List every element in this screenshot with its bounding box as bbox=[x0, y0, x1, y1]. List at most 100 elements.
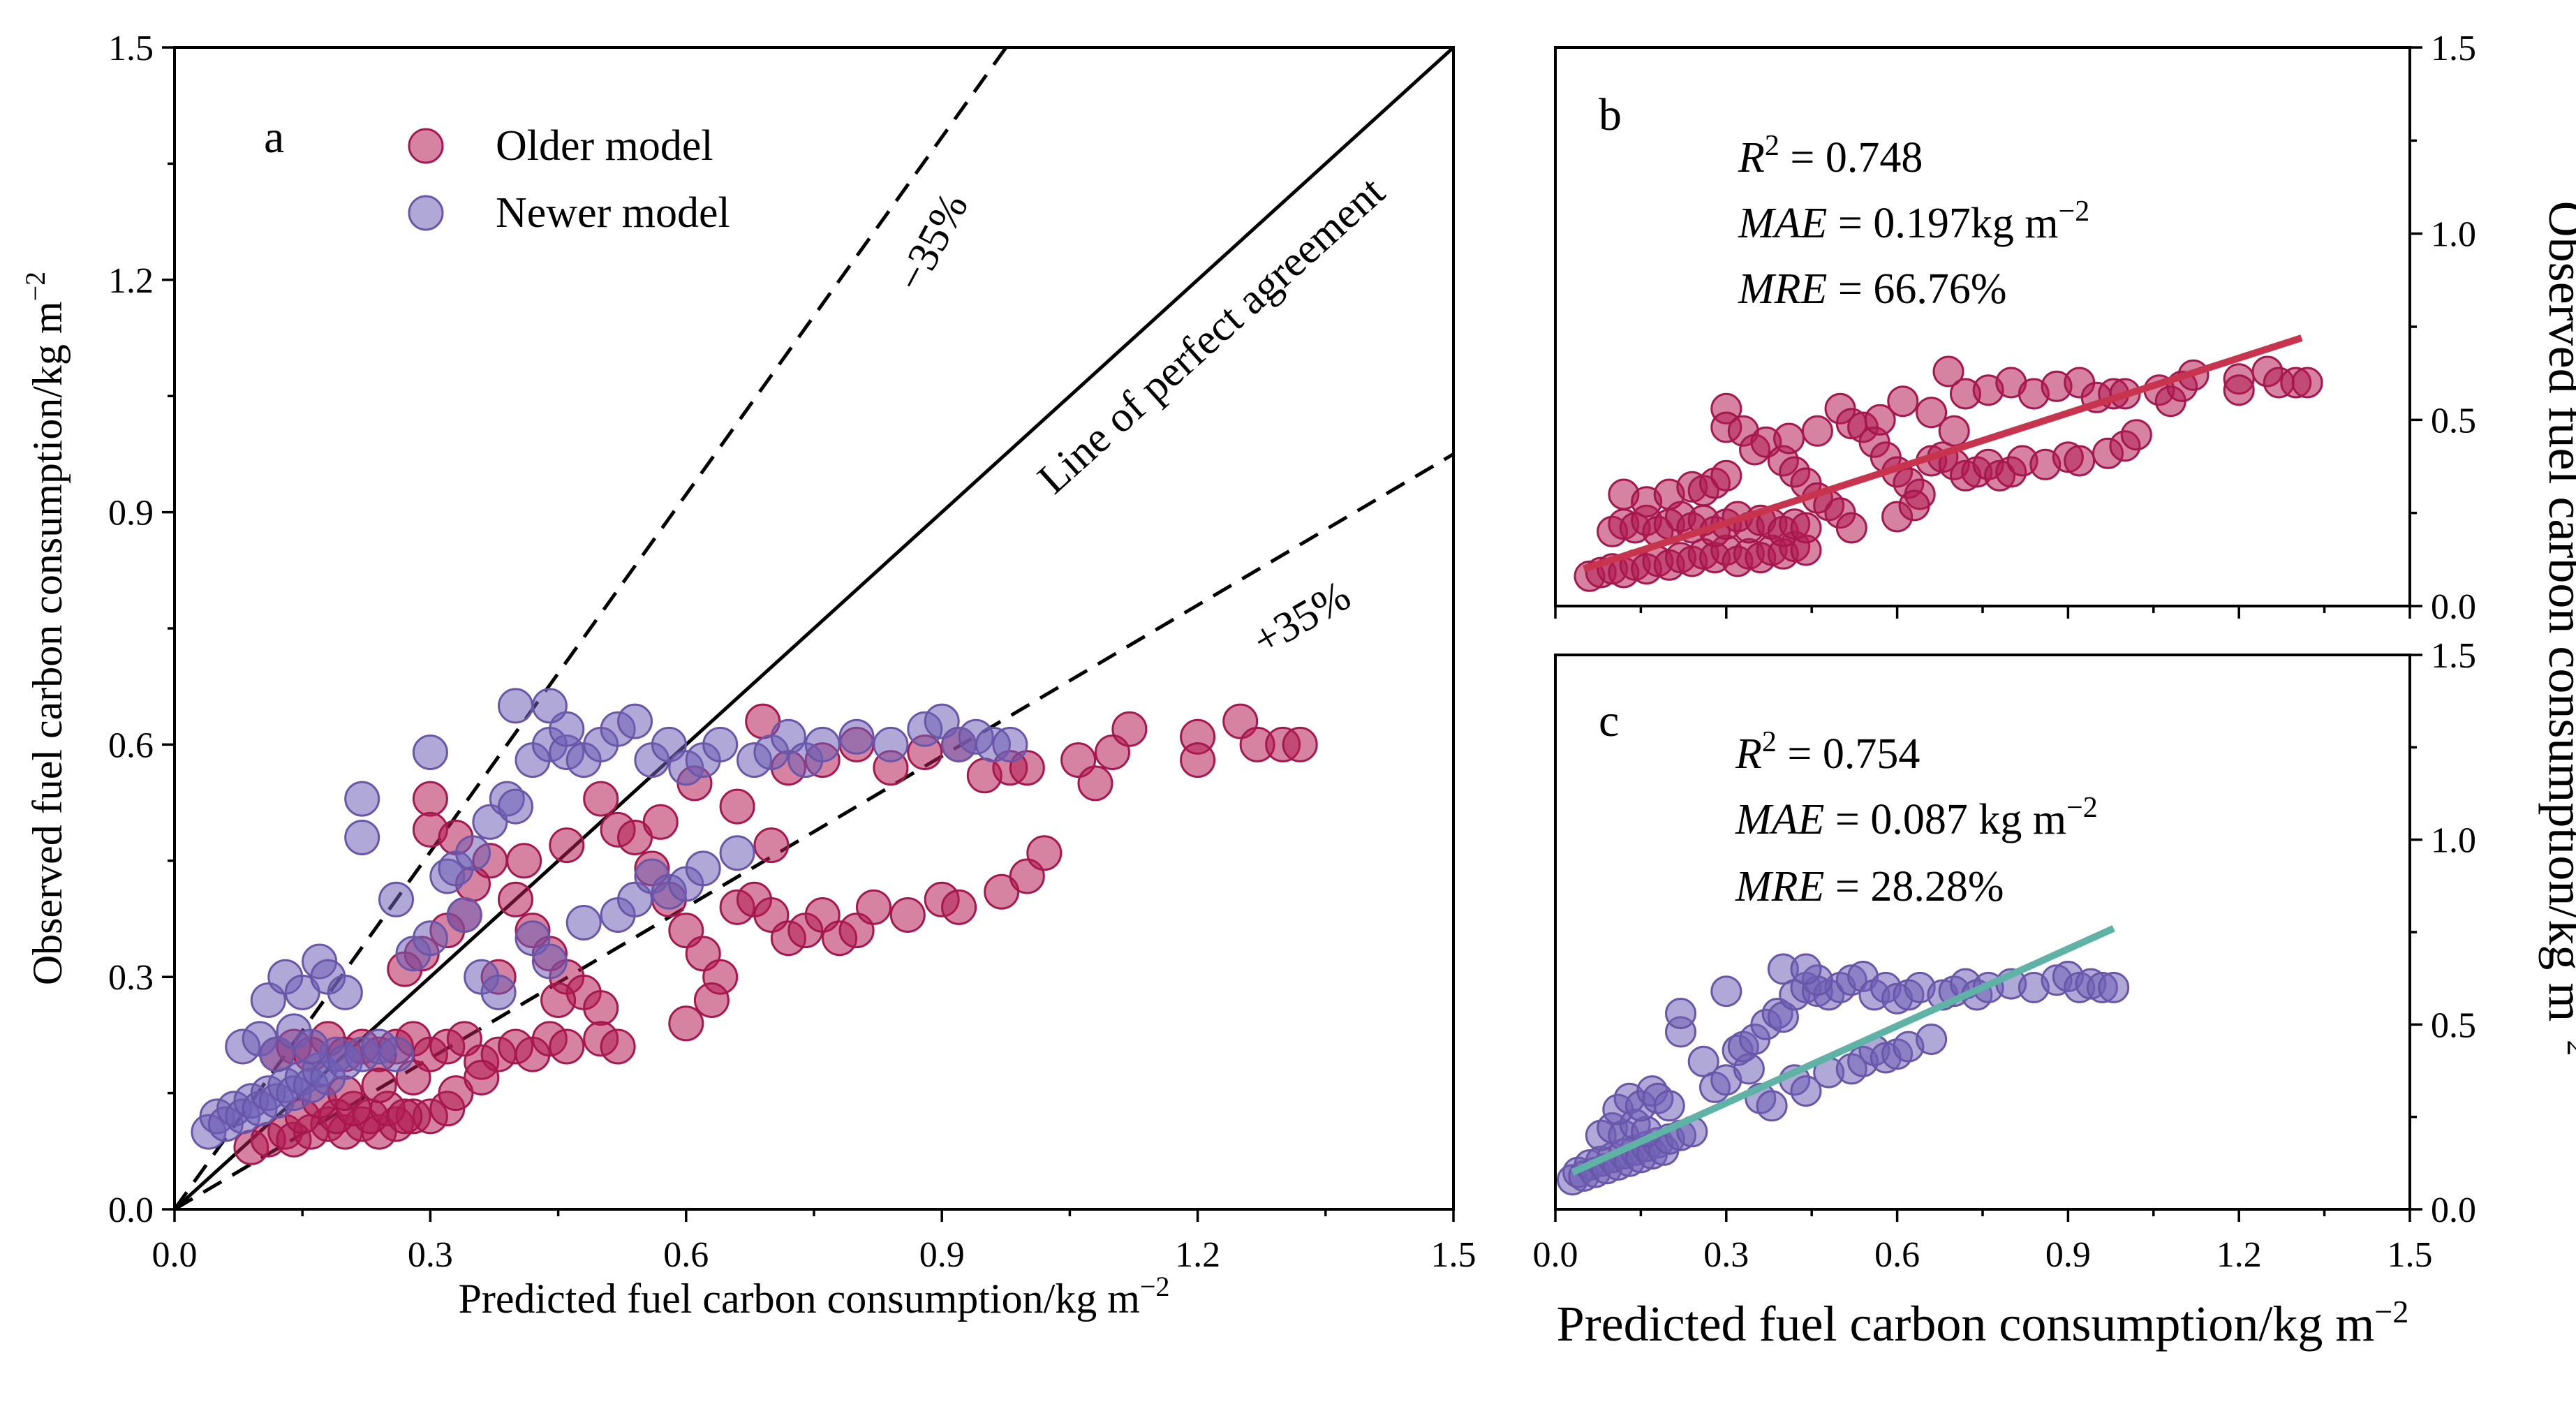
panel-a-older-point bbox=[856, 889, 891, 925]
panel-b-fit-line bbox=[1583, 334, 2303, 573]
panel-a-newer-point bbox=[531, 943, 568, 980]
panel-a-newer-point bbox=[412, 735, 448, 770]
panel-c: 0.0 0.3 0.6 0.9 1.2 1.5 0.0 0.5 1.0 1.5 c R2 = 0.… bbox=[1533, 201, 2576, 1352]
panel-c-fit-line bbox=[1571, 925, 2115, 1176]
panel-a-older-point bbox=[549, 1028, 585, 1065]
panel-b-mre: MRE = 66.76% bbox=[1738, 265, 2007, 313]
panel-b-older-point bbox=[2291, 367, 2323, 399]
panel-b-points bbox=[1574, 355, 2323, 592]
panel-a: 0.0 0.3 0.6 0.9 1.2 1.5 0.0 0.3 0.6 0.9 1.2 1.5 a O… bbox=[20, 29, 1476, 1322]
panel-b-regression-line bbox=[1583, 334, 2303, 573]
panel-c-x-axis-label: Predicted fuel carbon consumption/kg m−2 bbox=[1557, 1294, 2409, 1352]
legend-older-label: Older model bbox=[496, 122, 713, 170]
panel-a-newer-point bbox=[378, 881, 414, 917]
legend-older-marker bbox=[408, 128, 444, 164]
panel-a-older-point bbox=[753, 827, 790, 864]
panel-a-older-point bbox=[412, 781, 448, 817]
panel-a-newer-point bbox=[293, 1028, 329, 1065]
panel-a-newer-point bbox=[531, 688, 568, 724]
panel-b-older-point bbox=[2120, 419, 2152, 451]
panel-a-y-tick-label: 0.3 bbox=[108, 958, 154, 998]
panel-b-y-tick-label: 0.5 bbox=[2431, 401, 2476, 441]
panel-a-older-point bbox=[941, 889, 977, 925]
panel-c-newer-point bbox=[1756, 1090, 1788, 1122]
panel-a-y-tick-label: 0.6 bbox=[108, 725, 154, 765]
panel-a-newer-point bbox=[446, 897, 482, 933]
panel-a-older-point bbox=[438, 1075, 474, 1112]
perfect-agreement-line bbox=[175, 47, 1453, 1209]
panel-a-newer-point bbox=[873, 726, 909, 762]
panel-a-newer-point bbox=[455, 835, 491, 871]
panel-a-newer-point bbox=[344, 820, 380, 855]
panel-a-newer-point bbox=[480, 974, 517, 1010]
panel-a-older-point bbox=[361, 1068, 397, 1103]
panel-a-older-point bbox=[1026, 835, 1063, 871]
panel-a-older-point bbox=[984, 873, 1020, 910]
panel-b: 0.0 0.5 1.0 1.5 b R2 = 0.748 MAE = 0.197kg … bbox=[1554, 29, 2476, 627]
panel-a-older-point bbox=[506, 843, 542, 879]
panel-c-x-tick-label: 0.6 bbox=[1874, 1235, 1920, 1275]
panel-c-y-tick-label: 0.0 bbox=[2431, 1190, 2476, 1230]
panel-a-newer-point bbox=[344, 781, 380, 817]
panel-a-newer-point bbox=[992, 726, 1028, 762]
panel-a-older-point bbox=[540, 982, 577, 1018]
panel-c-newer-point bbox=[2098, 971, 2130, 1003]
panel-b-older-point bbox=[1916, 397, 1948, 429]
panel-c-mre: MRE = 28.28% bbox=[1735, 863, 2004, 910]
panel-b-older-point bbox=[1710, 459, 1742, 492]
legend-newer-marker bbox=[408, 195, 444, 231]
panel-c-x-tick-label: 1.2 bbox=[2216, 1235, 2262, 1275]
panel-c-x-tick-label: 0.3 bbox=[1703, 1235, 1749, 1275]
panel-a-older-point bbox=[693, 982, 730, 1018]
panel-b-older-point bbox=[1864, 404, 1896, 436]
panel-a-newer-point bbox=[498, 788, 533, 825]
panel-c-plot-area bbox=[1557, 925, 2130, 1196]
panel-a-y-tick-label: 1.5 bbox=[108, 29, 154, 68]
panel-b-older-point bbox=[1790, 512, 1822, 544]
panel-a-newer-point bbox=[804, 726, 841, 762]
panel-a-older-point bbox=[583, 990, 619, 1026]
panel-a-plot-area bbox=[175, 47, 1453, 1209]
panel-c-newer-point bbox=[1687, 1045, 1719, 1077]
panel-b-older-point bbox=[1898, 489, 1930, 522]
panel-b-ticks: 0.0 0.5 1.0 1.5 bbox=[1554, 29, 2476, 627]
panel-a-newer-point bbox=[284, 974, 320, 1010]
panel-a-older-point bbox=[1111, 711, 1148, 747]
panel-a-x-tick-label: 0.0 bbox=[152, 1235, 198, 1275]
panel-a-newer-point bbox=[719, 835, 755, 871]
panel-b-older-point bbox=[1773, 422, 1805, 455]
panel-b-older-point bbox=[2064, 445, 2096, 477]
panel-c-newer-point bbox=[1710, 975, 1742, 1008]
panel-c-y-tick-label: 1.0 bbox=[2431, 821, 2476, 861]
plus-35-label: +35% bbox=[1245, 572, 1359, 665]
panel-b-older-point bbox=[1801, 415, 1833, 447]
panel-c-newer-point bbox=[1665, 998, 1696, 1029]
minus-35-label: −35% bbox=[887, 185, 977, 299]
panel-c-newer-point bbox=[1790, 953, 1822, 985]
panel-b-older-point bbox=[1835, 512, 1867, 544]
panel-b-y-tick-label: 1.0 bbox=[2431, 215, 2476, 255]
legend-newer-label: Newer model bbox=[496, 189, 730, 237]
panel-c-points bbox=[1557, 953, 2130, 1196]
panel-b-y-tick-label: 0.0 bbox=[2431, 587, 2476, 627]
panel-a-ticks: 0.0 0.3 0.6 0.9 1.2 1.5 0.0 0.3 0.6 0.9 1.2 1.5 bbox=[108, 29, 1476, 1275]
panel-a-older-point bbox=[1077, 765, 1113, 802]
panel-a-newer-point bbox=[617, 703, 653, 739]
panel-a-older-point bbox=[668, 1005, 704, 1042]
panel-a-x-tick-label: 0.6 bbox=[663, 1235, 709, 1275]
panel-c-y-tick-label: 1.5 bbox=[2431, 636, 2476, 676]
panel-a-newer-point bbox=[565, 905, 602, 940]
panel-c-newer-point bbox=[1916, 1024, 1948, 1055]
panel-a-older-point bbox=[464, 1059, 500, 1095]
panel-c-y-tick-label: 0.5 bbox=[2431, 1005, 2476, 1045]
perfect-agreement-label: Line of perfect agreement bbox=[1029, 168, 1394, 503]
panel-a-newer-point bbox=[378, 1036, 414, 1072]
minus-35-line bbox=[175, 47, 1008, 1209]
panel-a-newer-point bbox=[327, 974, 363, 1010]
panel-a-letter: a bbox=[264, 112, 284, 163]
panel-c-regression-line bbox=[1571, 925, 2115, 1176]
panel-b-older-point bbox=[1938, 415, 1970, 447]
panel-a-older-point bbox=[642, 804, 679, 840]
panel-a-legend: Older model Newer model bbox=[408, 122, 730, 237]
panel-b-plot-area bbox=[1574, 334, 2323, 592]
